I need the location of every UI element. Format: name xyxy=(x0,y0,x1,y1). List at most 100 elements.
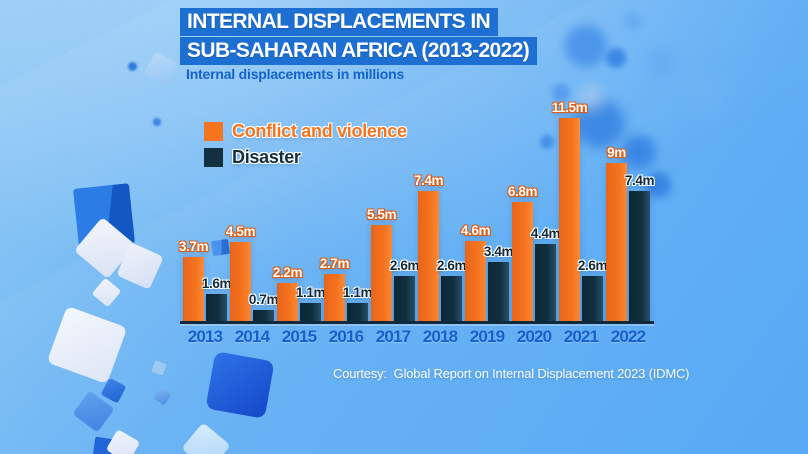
value-label-conflict-2017: 5.5m xyxy=(366,207,397,222)
year-group-2016: 2.7m 1.1m xyxy=(320,256,372,322)
conflict-barwrap-2021: 11.5m xyxy=(552,100,588,322)
bar-conflict-2017 xyxy=(371,225,392,322)
year-label-2022: 2022 xyxy=(610,327,646,346)
chart-subtitle: Internal displacements in millions xyxy=(186,66,405,82)
disaster-swatch-icon xyxy=(204,148,223,167)
bar-conflict-2013 xyxy=(183,257,204,322)
value-label-disaster-2013: 1.6m xyxy=(201,276,232,291)
year-label-2013: 2013 xyxy=(187,327,223,346)
disaster-barwrap-2019: 3.4m xyxy=(484,244,513,322)
value-label-disaster-2014: 0.7m xyxy=(248,292,279,307)
year-group-2021: 11.5m 2.6m xyxy=(552,100,607,322)
disaster-barwrap-2020: 4.4m xyxy=(531,226,560,322)
year-group-2013: 3.7m 1.6m xyxy=(179,239,231,322)
bokeh-circle xyxy=(624,12,642,30)
year-label-2015: 2015 xyxy=(281,327,317,346)
bar-disaster-2021 xyxy=(582,276,603,322)
chart-header: INTERNAL DISPLACEMENTS IN SUB-SAHARAN AF… xyxy=(180,8,538,66)
bar-disaster-2019 xyxy=(488,262,509,322)
disaster-legend-label: Disaster xyxy=(232,147,301,167)
disaster-barwrap-2016: 1.1m xyxy=(343,285,372,322)
conflict-barwrap-2015: 2.2m xyxy=(273,265,302,322)
bar-conflict-2014 xyxy=(230,242,251,322)
title-line-1: INTERNAL DISPLACEMENTS IN xyxy=(180,8,499,36)
year-labels: 2013 2014 2015 2016 2017 2018 2019 2020 2021 2022 xyxy=(183,327,650,347)
disaster-barwrap-2017: 2.6m xyxy=(390,258,419,322)
conflict-legend-label: Conflict and violence xyxy=(232,121,407,141)
disaster-barwrap-2013: 1.6m xyxy=(202,276,231,322)
value-label-conflict-2018: 7.4m xyxy=(413,173,444,188)
conflict-swatch-icon xyxy=(204,122,223,141)
year-label-2019: 2019 xyxy=(469,327,505,346)
bar-conflict-2020 xyxy=(512,202,533,322)
year-group-2022: 9m 7.4m xyxy=(606,145,654,322)
bokeh-circle xyxy=(128,62,137,71)
legend-item-disaster: Disaster xyxy=(204,147,407,168)
year-label-2017: 2017 xyxy=(375,327,411,346)
year-group-2017: 5.5m 2.6m xyxy=(367,207,419,322)
bar-conflict-2022 xyxy=(606,163,627,322)
value-label-conflict-2013: 3.7m xyxy=(178,239,209,254)
x-axis-baseline xyxy=(180,321,654,324)
title-line-2: SUB-SAHARAN AFRICA (2013-2022) xyxy=(180,37,538,65)
bokeh-circle xyxy=(578,86,604,112)
value-label-conflict-2019: 4.6m xyxy=(460,223,491,238)
value-label-disaster-2022: 7.4m xyxy=(624,173,655,188)
bokeh-circle xyxy=(552,84,570,102)
value-label-disaster-2018: 2.6m xyxy=(436,258,467,273)
bar-disaster-2013 xyxy=(206,294,227,322)
legend: Conflict and violence Disaster xyxy=(204,121,407,173)
year-label-2020: 2020 xyxy=(516,327,552,346)
value-label-disaster-2017: 2.6m xyxy=(389,258,420,273)
year-group-2014: 4.5m 0.7m xyxy=(226,224,278,322)
year-group-2019: 4.6m 3.4m xyxy=(461,223,513,322)
year-group-2018: 7.4m 2.6m xyxy=(414,173,466,322)
value-label-disaster-2020: 4.4m xyxy=(530,226,561,241)
conflict-barwrap-2019: 4.6m xyxy=(461,223,490,322)
value-label-conflict-2021: 11.5m xyxy=(551,100,588,115)
bokeh-circle xyxy=(153,118,161,126)
bar-disaster-2016 xyxy=(347,303,368,322)
year-label-2014: 2014 xyxy=(234,327,270,346)
bar-groups: 3.7m 1.6m 4.5m 0.7m 2.2m 1.1m 2.7m 1.1m 5.5m 2.6m… xyxy=(179,100,654,322)
disaster-barwrap-2018: 2.6m xyxy=(437,258,466,322)
year-label-2016: 2016 xyxy=(328,327,364,346)
bar-conflict-2018 xyxy=(418,191,439,322)
bar-disaster-2022 xyxy=(629,191,650,322)
bar-conflict-2016 xyxy=(324,274,345,322)
value-label-disaster-2021: 2.6m xyxy=(577,258,608,273)
disaster-barwrap-2022: 7.4m xyxy=(625,173,654,322)
conflict-barwrap-2013: 3.7m xyxy=(179,239,208,322)
bokeh-circle xyxy=(606,48,626,68)
legend-item-conflict: Conflict and violence xyxy=(204,121,407,142)
disaster-barwrap-2015: 1.1m xyxy=(296,285,325,322)
conflict-barwrap-2020: 6.8m xyxy=(508,184,537,322)
bar-disaster-2020 xyxy=(535,244,556,322)
value-label-conflict-2015: 2.2m xyxy=(272,265,303,280)
value-label-disaster-2019: 3.4m xyxy=(483,244,514,259)
bokeh-circle xyxy=(565,25,607,67)
value-label-disaster-2016: 1.1m xyxy=(342,285,373,300)
year-label-2021: 2021 xyxy=(563,327,599,346)
conflict-barwrap-2017: 5.5m xyxy=(367,207,396,322)
value-label-conflict-2020: 6.8m xyxy=(507,184,538,199)
bar-disaster-2017 xyxy=(394,276,415,322)
disaster-barwrap-2014: 0.7m xyxy=(249,292,278,322)
conflict-barwrap-2022: 9m xyxy=(606,145,627,322)
disaster-barwrap-2021: 2.6m xyxy=(578,258,607,322)
conflict-barwrap-2014: 4.5m xyxy=(226,224,255,322)
bar-conflict-2019 xyxy=(465,241,486,322)
bokeh-circle xyxy=(648,50,674,76)
bar-disaster-2015 xyxy=(300,303,321,322)
bokeh-circle xyxy=(540,135,554,149)
conflict-barwrap-2018: 7.4m xyxy=(414,173,443,322)
bar-disaster-2014 xyxy=(253,310,274,322)
bar-conflict-2015 xyxy=(277,283,298,322)
year-label-2018: 2018 xyxy=(422,327,458,346)
year-group-2020: 6.8m 4.4m xyxy=(508,184,560,322)
bokeh-circle xyxy=(622,135,656,169)
value-label-conflict-2016: 2.7m xyxy=(319,256,350,271)
